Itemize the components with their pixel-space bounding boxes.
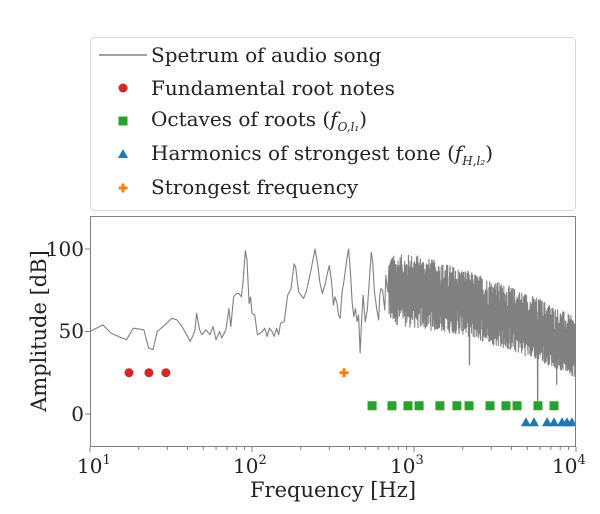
legend: Spetrum of audio song Fundamental root n… — [90, 37, 576, 211]
octave-marker — [387, 401, 397, 411]
harmonic-marker — [566, 417, 576, 427]
legend-marker-roots-circle — [118, 83, 128, 93]
legend-label-octaves: Octaves of roots (fO,l₁) — [151, 107, 367, 134]
axes — [85, 216, 577, 452]
y-tick-label-0: 0 — [71, 402, 84, 426]
harmonic-marker — [549, 417, 560, 427]
x-tick-label-10-2: 102 — [233, 453, 267, 478]
octave-marker — [533, 401, 543, 411]
root-note-marker — [124, 368, 134, 378]
root-note-marker — [161, 368, 171, 378]
legend-marker-strongest-plus — [118, 183, 128, 193]
harmonic-marker — [542, 417, 553, 427]
x-tick-label-10-1: 101 — [77, 453, 111, 478]
legend-label-strongest: Strongest frequency — [151, 175, 359, 199]
x-axis-label: Frequency [Hz] — [250, 478, 416, 502]
y-axis-label: Amplitude [dB] — [27, 250, 51, 413]
spectrum-line — [90, 248, 576, 402]
x-tick-label-10-3: 103 — [390, 453, 424, 478]
strongest-frequency-marker — [339, 368, 349, 378]
markers — [124, 368, 576, 427]
root-note-marker — [144, 368, 154, 378]
x-axis-ticks — [89, 447, 577, 452]
y-tick-label-50: 50 — [59, 319, 84, 343]
y-tick-label-100: 100 — [46, 237, 84, 261]
legend-marker-harmonics-triangle — [118, 149, 128, 158]
harmonic-marker — [520, 417, 531, 427]
harmonic-marker — [528, 417, 539, 427]
y-axis-ticks — [85, 248, 90, 415]
octave-marker — [512, 401, 522, 411]
plot-area — [90, 248, 576, 427]
octave-marker — [414, 401, 424, 411]
legend-label-spectrum: Spetrum of audio song — [151, 43, 382, 67]
octave-marker — [464, 401, 474, 411]
octave-marker — [501, 401, 511, 411]
octave-marker — [403, 401, 413, 411]
octave-marker — [549, 401, 559, 411]
axes-frame — [90, 216, 576, 447]
octave-marker — [452, 401, 462, 411]
legend-frame — [90, 37, 576, 211]
octave-marker — [485, 401, 495, 411]
legend-marker-octaves-square — [118, 116, 128, 126]
x-tick-label-10-4: 104 — [552, 453, 586, 478]
octave-marker — [367, 401, 377, 411]
legend-label-harmonics: Harmonics of strongest tone (fH,l₂) — [151, 141, 493, 168]
octave-marker — [435, 401, 445, 411]
legend-label-roots: Fundamental root notes — [151, 76, 395, 100]
